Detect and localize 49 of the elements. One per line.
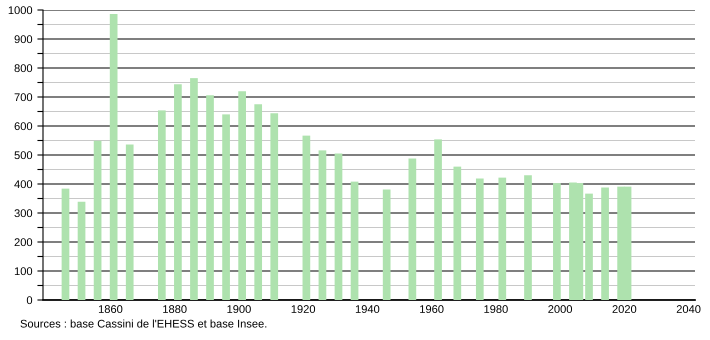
bar <box>498 178 506 300</box>
y-tick-label: 400 <box>14 180 32 188</box>
bar <box>476 178 484 300</box>
y-tick-label: 600 <box>14 122 32 130</box>
bar <box>434 139 442 300</box>
bar <box>453 166 462 300</box>
bar <box>238 91 246 300</box>
bar <box>318 150 326 300</box>
y-tick-label: 200 <box>14 238 32 246</box>
x-tick-label: 1980 <box>484 305 508 314</box>
x-tick-label: 1900 <box>227 305 251 314</box>
bar <box>126 144 134 300</box>
y-tick-label: 1000 <box>8 6 32 14</box>
bar <box>553 183 561 300</box>
bar <box>334 154 342 300</box>
y-tick-label: 900 <box>14 35 32 44</box>
bar <box>158 110 166 300</box>
source-note: Sources : base Cassini de l'EHESS et base Insee. <box>20 319 266 328</box>
bar <box>382 190 391 300</box>
x-tick-label: 1940 <box>356 305 380 314</box>
x-tick-label: 1860 <box>98 305 122 314</box>
x-tick-label: 1920 <box>292 305 316 314</box>
bar <box>190 78 198 300</box>
bar <box>601 187 609 300</box>
bar <box>302 136 310 300</box>
bar <box>94 140 102 300</box>
bar <box>350 182 358 300</box>
bar <box>254 104 262 300</box>
x-tick-label: 2040 <box>676 305 700 314</box>
bar <box>62 188 70 300</box>
bar <box>174 84 182 300</box>
y-tick-label: 0 <box>26 296 32 304</box>
y-tick-label: 300 <box>14 209 32 218</box>
y-tick-label: 100 <box>14 267 32 276</box>
y-tick-label: 700 <box>14 93 32 102</box>
x-tick-label: 1960 <box>420 305 444 314</box>
x-tick-label: 2000 <box>548 305 572 314</box>
bar <box>78 202 86 300</box>
bar <box>408 158 416 300</box>
bar <box>222 114 230 300</box>
bar <box>585 194 593 300</box>
bar <box>206 95 214 300</box>
y-tick-label: 800 <box>14 64 32 72</box>
bar <box>270 113 278 300</box>
bar <box>524 175 532 300</box>
x-tick-label: 1880 <box>163 305 187 314</box>
bar <box>110 14 118 300</box>
x-tick-label: 2020 <box>612 305 636 314</box>
y-tick-label: 500 <box>14 151 32 160</box>
